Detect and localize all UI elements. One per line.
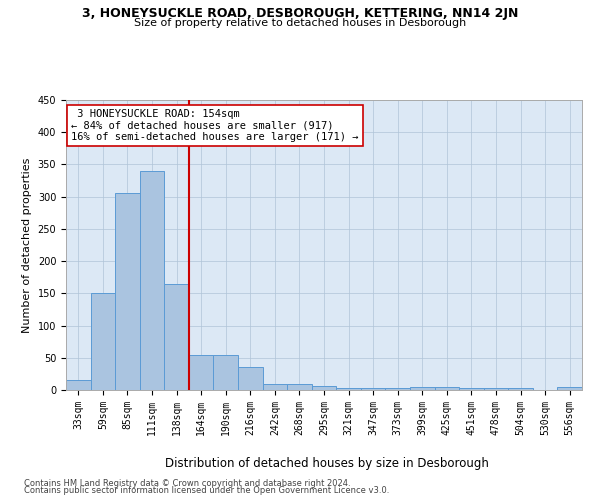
Text: Contains HM Land Registry data © Crown copyright and database right 2024.: Contains HM Land Registry data © Crown c…	[24, 478, 350, 488]
Bar	[91, 294, 115, 390]
Bar	[459, 388, 484, 390]
Bar	[508, 388, 533, 390]
Bar	[115, 194, 140, 390]
Text: Size of property relative to detached houses in Desborough: Size of property relative to detached ho…	[134, 18, 466, 28]
Bar	[434, 387, 459, 390]
Text: Distribution of detached houses by size in Desborough: Distribution of detached houses by size …	[165, 458, 489, 470]
Bar	[214, 354, 238, 390]
Text: 3 HONEYSUCKLE ROAD: 154sqm
← 84% of detached houses are smaller (917)
16% of sem: 3 HONEYSUCKLE ROAD: 154sqm ← 84% of deta…	[71, 108, 359, 142]
Bar	[238, 368, 263, 390]
Bar	[410, 387, 434, 390]
Bar	[189, 354, 214, 390]
Bar	[164, 284, 189, 390]
Bar	[140, 171, 164, 390]
Bar	[312, 386, 336, 390]
Bar	[336, 388, 361, 390]
Bar	[263, 384, 287, 390]
Y-axis label: Number of detached properties: Number of detached properties	[22, 158, 32, 332]
Bar	[66, 380, 91, 390]
Bar	[385, 388, 410, 390]
Bar	[484, 388, 508, 390]
Text: 3, HONEYSUCKLE ROAD, DESBOROUGH, KETTERING, NN14 2JN: 3, HONEYSUCKLE ROAD, DESBOROUGH, KETTERI…	[82, 8, 518, 20]
Bar	[557, 387, 582, 390]
Bar	[361, 388, 385, 390]
Text: Contains public sector information licensed under the Open Government Licence v3: Contains public sector information licen…	[24, 486, 389, 495]
Bar	[287, 384, 312, 390]
